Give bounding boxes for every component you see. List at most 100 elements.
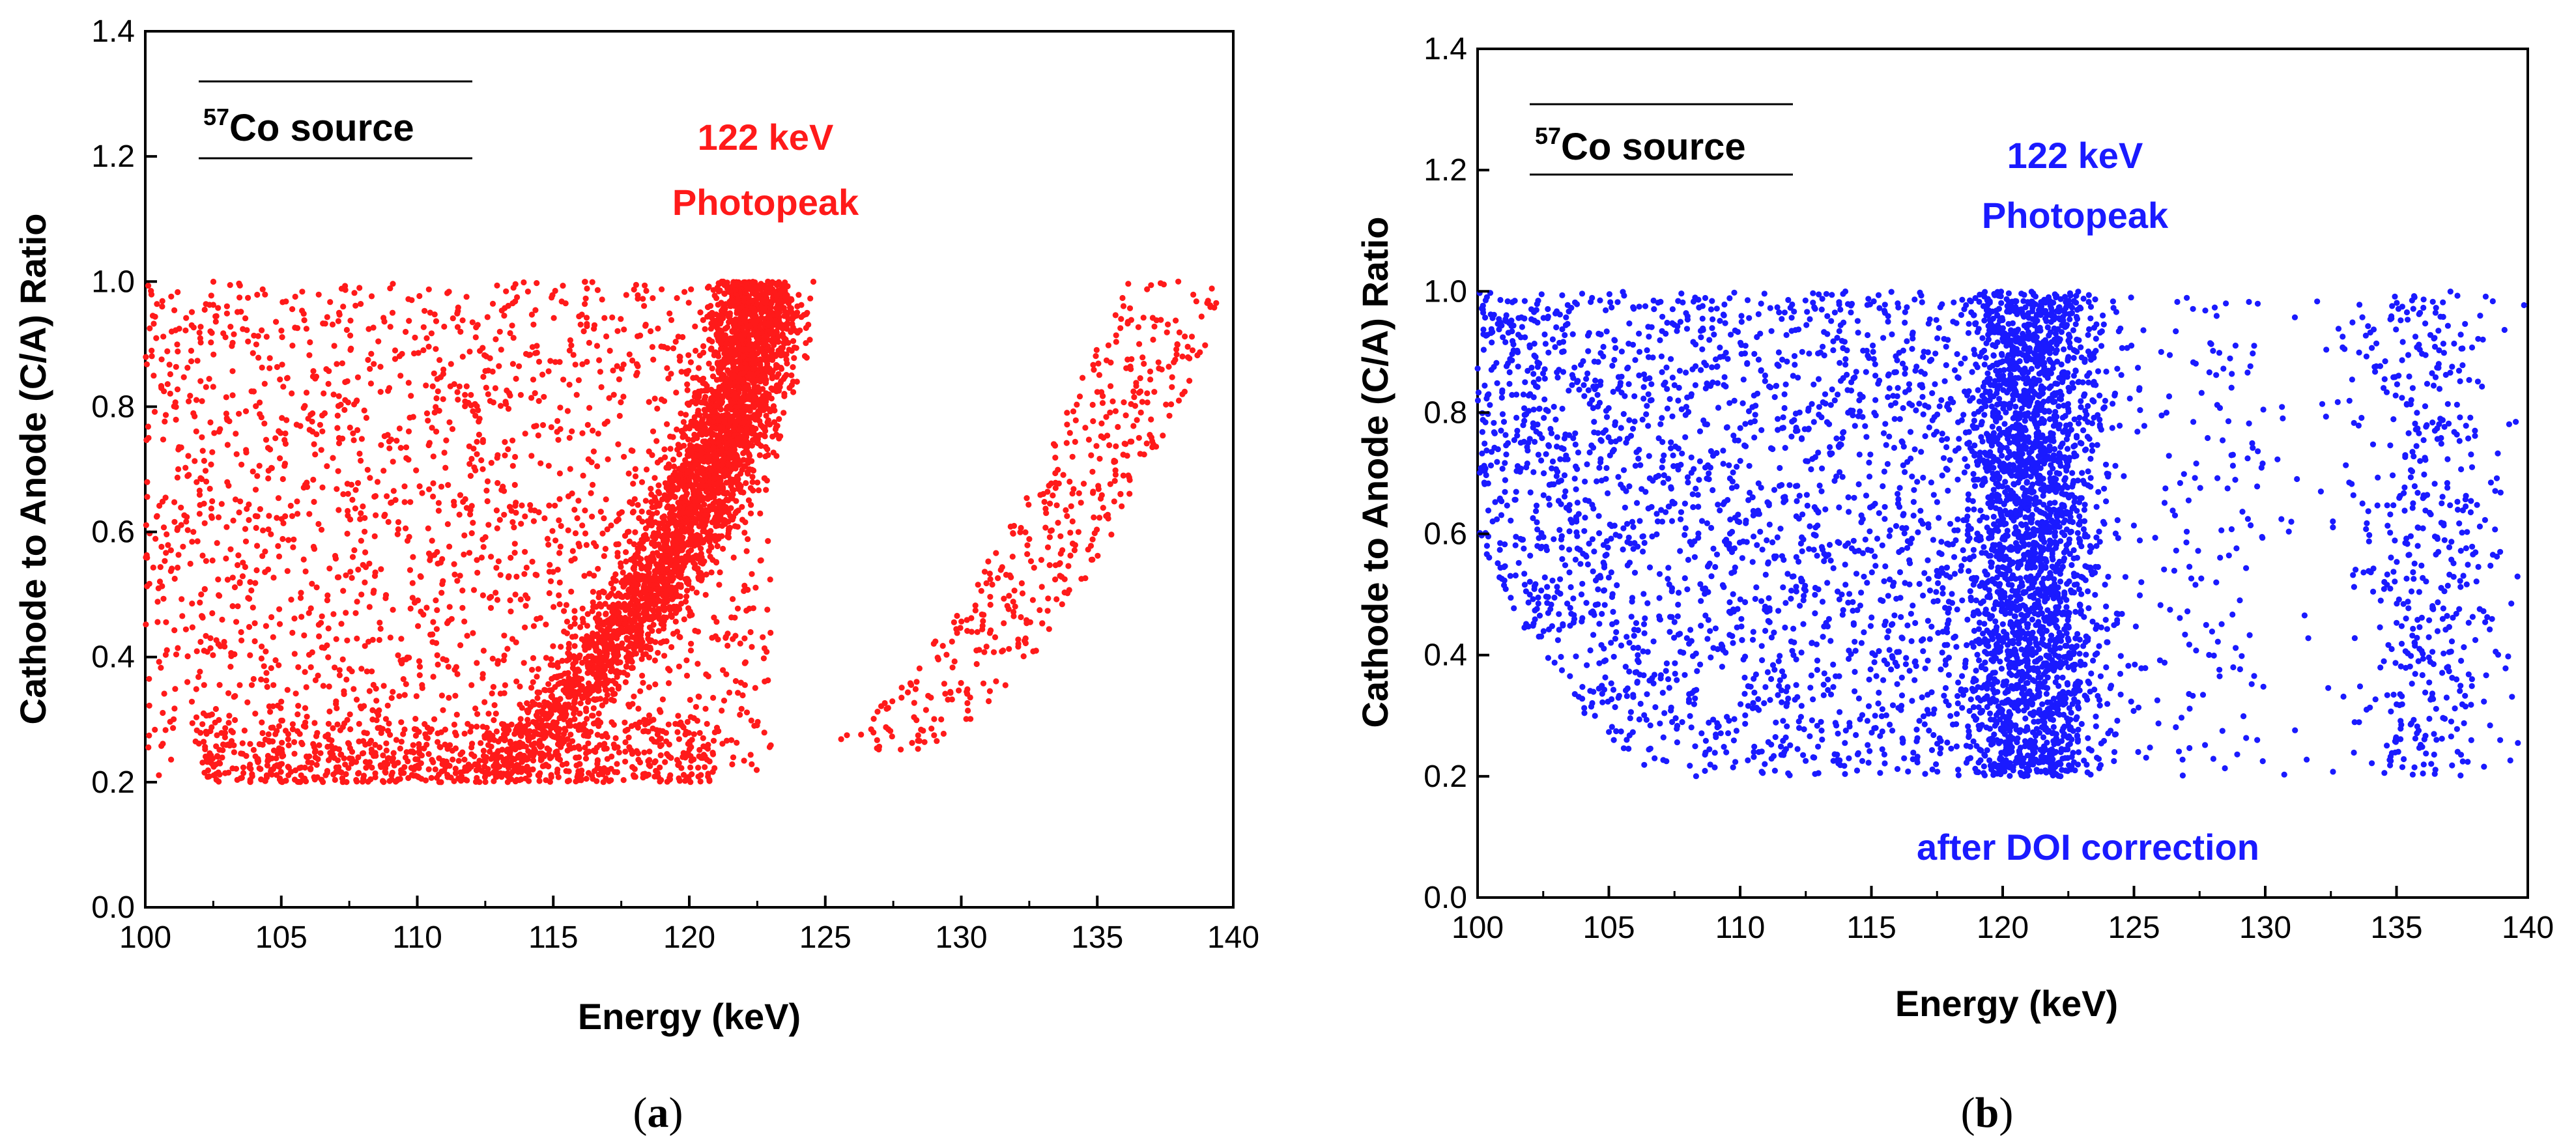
scatter-point (559, 657, 565, 664)
scatter-point (197, 638, 204, 645)
scatter-point (562, 713, 569, 720)
scatter-point (556, 470, 564, 477)
scatter-point (732, 408, 739, 415)
scatter-point (668, 578, 675, 584)
scatter-point (175, 564, 181, 571)
scatter-point (201, 520, 208, 526)
scatter-point (582, 295, 589, 302)
scatter-point (173, 327, 179, 333)
scatter-point (547, 687, 553, 694)
scatter-point (336, 434, 343, 442)
scatter-point (582, 705, 590, 712)
scatter-point (358, 705, 365, 712)
scatter-point (646, 684, 653, 690)
scatter-point (252, 711, 259, 717)
scatter-point (288, 597, 294, 603)
scatter-point (302, 568, 309, 575)
scatter-point (693, 347, 699, 354)
scatter-point (668, 317, 675, 323)
scatter-point (580, 472, 586, 479)
scatter-point (754, 411, 761, 418)
scatter-point (326, 708, 333, 715)
scatter-point (362, 643, 368, 649)
scatter-point (715, 328, 722, 334)
scatter-point (287, 502, 294, 509)
scatter-point (388, 695, 395, 701)
scatter-point (685, 581, 692, 588)
scatter-point (493, 711, 499, 717)
scatter-point (478, 457, 485, 464)
scatter-point (375, 712, 382, 718)
scatter-point (401, 483, 408, 490)
scatter-point (565, 650, 571, 657)
scatter-point (618, 644, 625, 651)
scatter-point (528, 453, 535, 459)
scatter-point (612, 578, 619, 584)
scatter-point (708, 303, 714, 309)
scatter-point (743, 324, 750, 330)
scatter-point (187, 393, 193, 399)
scatter-point (419, 490, 425, 496)
scatter-point (790, 326, 796, 332)
scatter-point (706, 456, 712, 462)
scatter-point (764, 360, 771, 367)
scatter-point (687, 647, 694, 654)
scatter-point (143, 354, 149, 360)
scatter-point (632, 473, 639, 480)
scatter-point (347, 711, 353, 718)
scatter-point (226, 713, 233, 719)
scatter-point (303, 389, 310, 396)
scatter-point (405, 428, 412, 435)
scatter-point (582, 507, 588, 514)
scatter-point (235, 552, 242, 559)
scatter-point (444, 521, 451, 528)
scatter-point (427, 309, 433, 316)
scatter-point (270, 682, 277, 688)
scatter-point (601, 553, 607, 559)
scatter-point (466, 348, 473, 355)
scatter-point (156, 772, 162, 778)
scatter-point (752, 416, 758, 423)
scatter-point (566, 434, 573, 441)
scatter-point (401, 692, 408, 698)
scatter-point (435, 388, 441, 395)
scatter-point (749, 313, 756, 319)
scatter-point (773, 292, 780, 299)
scatter-point (188, 358, 195, 365)
scatter-point (474, 660, 480, 666)
scatter-point (215, 641, 222, 647)
scatter-point (743, 709, 751, 716)
scatter-point (547, 358, 554, 364)
scatter-point (807, 295, 814, 302)
scatter-point (172, 686, 179, 692)
scatter-point (762, 373, 768, 380)
scatter-point (339, 656, 346, 663)
scatter-point (757, 510, 764, 517)
scatter-point (349, 668, 355, 675)
scatter-point (299, 289, 306, 295)
scatter-point (572, 530, 579, 537)
scatter-point (742, 659, 749, 666)
scatter-point (582, 279, 588, 285)
scatter-point (762, 306, 768, 313)
scatter-point (146, 702, 152, 709)
scatter-point (162, 558, 168, 564)
scatter-point (665, 721, 672, 728)
scatter-point (666, 520, 672, 527)
scatter-point (674, 545, 681, 552)
scatter-point (154, 619, 161, 625)
scatter-point (732, 287, 739, 294)
scatter-point (490, 399, 497, 406)
scatter-point (306, 427, 313, 433)
scatter-point (201, 586, 208, 593)
scatter-point (476, 416, 483, 422)
scatter-point (734, 453, 740, 459)
scatter-point (607, 347, 613, 354)
scatter-point (216, 593, 223, 599)
scatter-point (451, 561, 457, 567)
scatter-point (687, 359, 694, 365)
scatter-point (201, 457, 207, 464)
scatter-point (469, 741, 476, 747)
scatter-point (196, 492, 203, 498)
scatter-point (706, 548, 712, 554)
